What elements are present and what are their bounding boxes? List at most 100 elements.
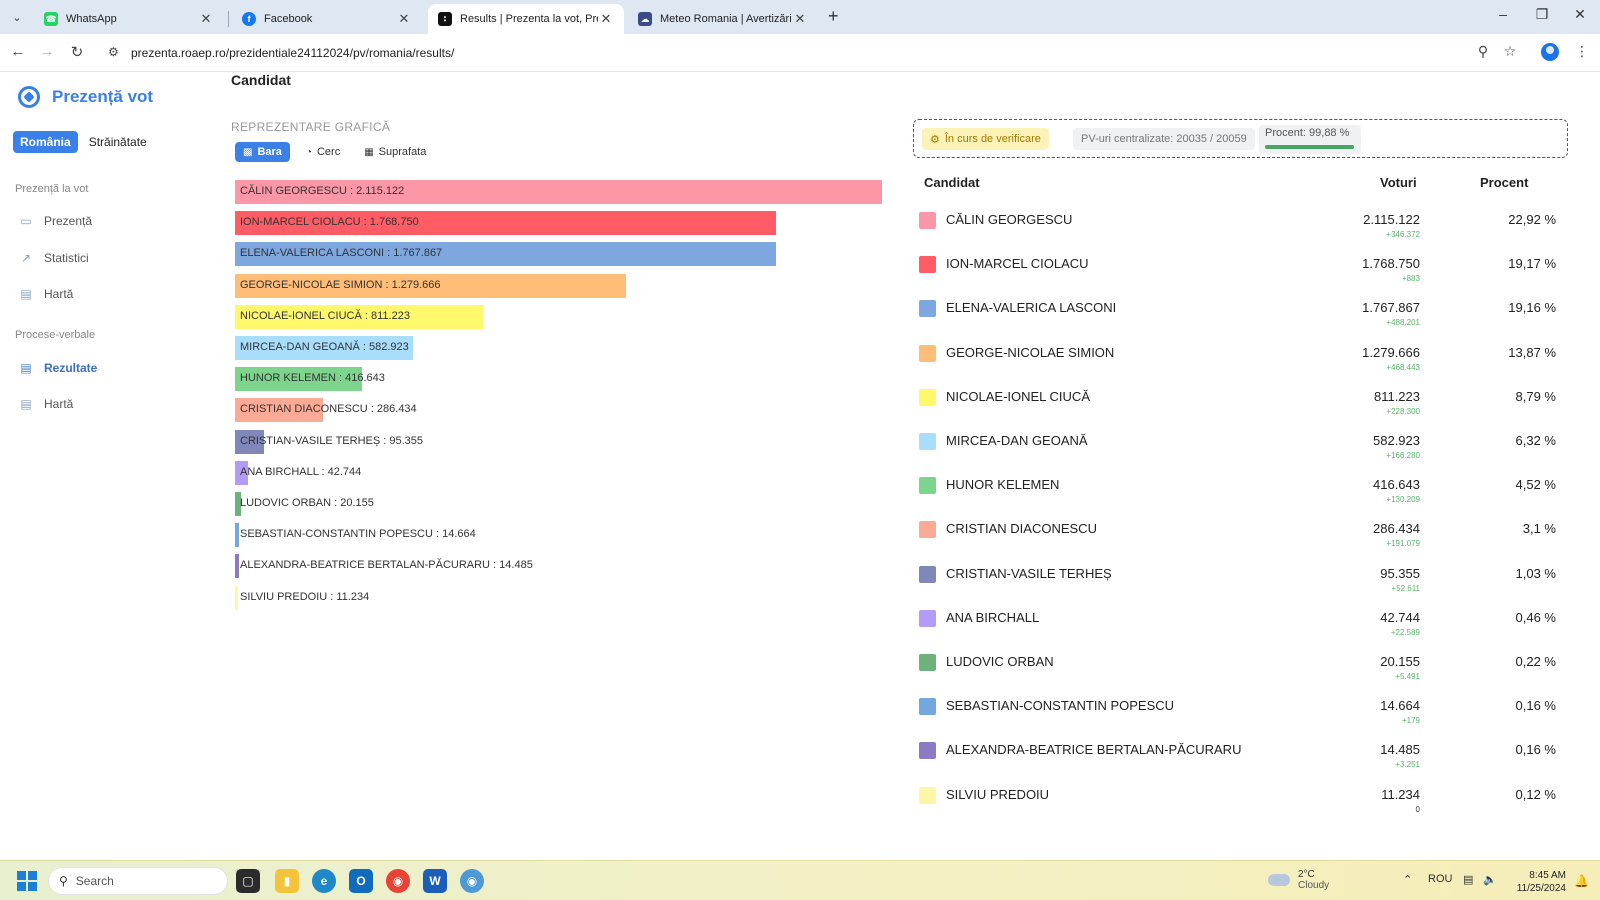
back-arrow-icon[interactable]: ← [10, 43, 26, 60]
bar-row[interactable]: CĂLIN GEORGESCU : 2.115.122 [235, 180, 895, 204]
votes-value: 2.115.122 [1363, 212, 1420, 227]
percent-value: 3,1 % [1522, 521, 1556, 537]
bar-row[interactable]: SILVIU PREDOIU : 11.234 [235, 585, 895, 610]
region-abroad-button[interactable]: Străinătate [88, 135, 147, 149]
color-swatch [919, 609, 936, 627]
sidebar-item-statistici[interactable]: ↗ Statistici [18, 251, 89, 265]
tab-bar-chart[interactable]: ▩ Bara [235, 142, 290, 162]
votes-value: 582.923 [1373, 433, 1420, 448]
tab-pie-chart[interactable]: ◔ Cerc [298, 142, 348, 162]
candidate-name: MIRCEA-DAN GEOANĂ [946, 433, 1088, 448]
close-window-icon[interactable]: ✕ [1574, 6, 1586, 22]
new-tab-button[interactable]: + [828, 6, 839, 26]
bar [235, 273, 627, 298]
chrome-icon[interactable]: ◉ [386, 869, 410, 893]
system-clock[interactable]: 8:45 AM 11/25/2024 [1510, 869, 1566, 895]
word-icon[interactable]: W [423, 869, 447, 893]
minimize-icon[interactable]: – [1499, 6, 1507, 22]
language-indicator[interactable]: ROU [1428, 873, 1453, 885]
candidate-name: NICOLAE-IONEL CIUCĂ [946, 388, 1090, 404]
votes-delta: +346.372 [1386, 230, 1420, 239]
sidebar-item-harta-pv[interactable]: ▤ Hartă [18, 397, 73, 411]
bar-row[interactable]: ION-MARCEL CIOLACU : 1.768.750 [235, 211, 895, 236]
table-row: HUNOR KELEMEN 416.643 +130.209 4,52 % [919, 471, 1564, 511]
color-swatch [919, 654, 936, 671]
url-field[interactable]: prezenta.roaep.ro/prezidentiale24112024/… [131, 46, 455, 60]
table-row: CĂLIN GEORGESCU 2.115.122 +346.372 22,92 % [919, 206, 1564, 246]
percent-value: 13,87 % [1508, 344, 1556, 360]
bookmark-star-icon[interactable]: ☆ [1503, 43, 1517, 59]
bar-row[interactable]: ALEXANDRA-BEATRICE BERTALAN-PĂCURARU : 1… [235, 554, 895, 579]
votes-value: 14.485 [1380, 742, 1420, 758]
outlook-icon[interactable]: O [349, 869, 373, 893]
close-tab-icon[interactable]: ✕ [398, 11, 410, 26]
bar-label: CRISTIAN DIACONESCU : 286.434 [240, 403, 417, 416]
network-icon[interactable]: ▤ [1463, 874, 1474, 886]
volume-muted-icon[interactable]: 🔈 [1483, 874, 1497, 886]
page-title: Candidat [231, 72, 291, 88]
reload-icon[interactable]: ↻ [70, 44, 84, 61]
close-tab-icon[interactable]: ✕ [600, 11, 612, 26]
votes-delta: 0 [1415, 804, 1420, 814]
tab-label: Bara [257, 146, 282, 158]
restore-icon[interactable]: ❐ [1535, 6, 1549, 22]
task-view-icon[interactable]: ▢ [236, 869, 260, 893]
color-swatch [919, 786, 936, 804]
bar-row[interactable]: NICOLAE-IONEL CIUCĂ : 811.223 [235, 304, 895, 329]
bar-row[interactable]: MIRCEA-DAN GEOANĂ : 582.923 [235, 336, 895, 360]
bar-row[interactable]: CRISTIAN-VASILE TERHEȘ : 95.355 [235, 429, 895, 454]
votes-delta: +5.491 [1395, 672, 1420, 681]
tab-facebook[interactable]: f Facebook ✕ [232, 4, 422, 34]
color-swatch [919, 256, 936, 274]
sidebar-section-reports: Procese-verbale [15, 329, 96, 341]
search-icon: ⚲ [59, 874, 68, 888]
windows-start-icon[interactable] [17, 871, 37, 891]
notification-bell-icon[interactable]: 🔔 [1574, 874, 1589, 888]
sidebar-item-rezultate[interactable]: ▤ Rezultate [18, 361, 97, 375]
bar-label: GEORGE-NICOLAE SIMION : 1.279.666 [240, 278, 441, 291]
bar-row[interactable]: LUDOVIC ORBAN : 20.155 [235, 492, 895, 516]
bar [235, 180, 882, 204]
tab-whatsapp[interactable]: ☎ WhatsApp ✕ [34, 4, 224, 34]
weather-widget[interactable]: 2°C Cloudy [1268, 869, 1329, 891]
more-menu-icon[interactable]: ⋮ [1575, 43, 1589, 59]
table-row: ION-MARCEL CIOLACU 1.768.750 +883 19,17 % [919, 250, 1564, 290]
weather-temp: 2°C [1298, 869, 1315, 880]
profile-avatar[interactable] [1541, 43, 1559, 61]
bar-row[interactable]: CRISTIAN DIACONESCU : 286.434 [235, 398, 895, 423]
color-swatch [919, 433, 936, 450]
bar-row[interactable]: GEORGE-NICOLAE SIMION : 1.279.666 [235, 273, 895, 298]
windows-taskbar: ⚲ Search ▢ ▮ e O ◉ W ◉ 2°C Cloudy ⌃ ROU … [0, 860, 1600, 900]
verification-icon: ⚙ [930, 133, 940, 146]
forward-arrow-icon[interactable]: → [39, 43, 55, 60]
candidate-name: ALEXANDRA-BEATRICE BERTALAN-PĂCURARU [946, 742, 1242, 758]
site-settings-icon[interactable]: ⚙ [108, 45, 119, 59]
bar-row[interactable]: SEBASTIAN-CONSTANTIN POPESCU : 14.664 [235, 523, 895, 548]
bar-chart-icon: ▩ [243, 146, 253, 158]
edge-icon[interactable]: e [312, 869, 336, 893]
zoom-icon[interactable]: ⚲ [1477, 43, 1489, 59]
bar-row[interactable]: ELENA-VALERICA LASCONI : 1.767.867 [235, 242, 895, 267]
tab-search-chevron-icon[interactable]: ⌄ [12, 11, 22, 24]
close-tab-icon[interactable]: ✕ [200, 11, 212, 26]
weather-desc: Cloudy [1298, 880, 1330, 891]
bar-row[interactable]: ANA BIRCHALL : 42.744 [235, 460, 895, 485]
file-explorer-icon[interactable]: ▮ [275, 869, 299, 893]
app-logo[interactable]: Prezență vot [18, 86, 153, 108]
candidate-name: ELENA-VALERICA LASCONI [946, 300, 1117, 316]
bar-label: SEBASTIAN-CONSTANTIN POPESCU : 14.664 [240, 528, 476, 541]
bar-row[interactable]: HUNOR KELEMEN : 416.643 [235, 367, 895, 392]
sidebar-item-harta[interactable]: ▤ Hartă [18, 287, 73, 301]
sidebar-item-prezenta[interactable]: ▭ Prezență [18, 214, 92, 228]
close-tab-icon[interactable]: ✕ [794, 11, 806, 26]
network-globe-icon[interactable]: ◉ [460, 869, 484, 893]
tab-results[interactable]: ∶ Results | Prezenta la vot, Prezid ✕ [428, 4, 624, 34]
tab-meteo[interactable]: ☁ Meteo Romania | Avertizări Nov ✕ [628, 4, 818, 34]
candidate-name: CRISTIAN DIACONESCU [946, 521, 1097, 537]
tab-area-chart[interactable]: ▦ Suprafata [356, 142, 434, 162]
taskbar-search[interactable]: ⚲ Search [48, 867, 228, 895]
chevron-up-icon[interactable]: ⌃ [1403, 874, 1413, 886]
percent-value: 19,17 % [1508, 256, 1556, 272]
region-romania-button[interactable]: România [13, 131, 78, 153]
bar-label: CRISTIAN-VASILE TERHEȘ : 95.355 [240, 434, 423, 447]
